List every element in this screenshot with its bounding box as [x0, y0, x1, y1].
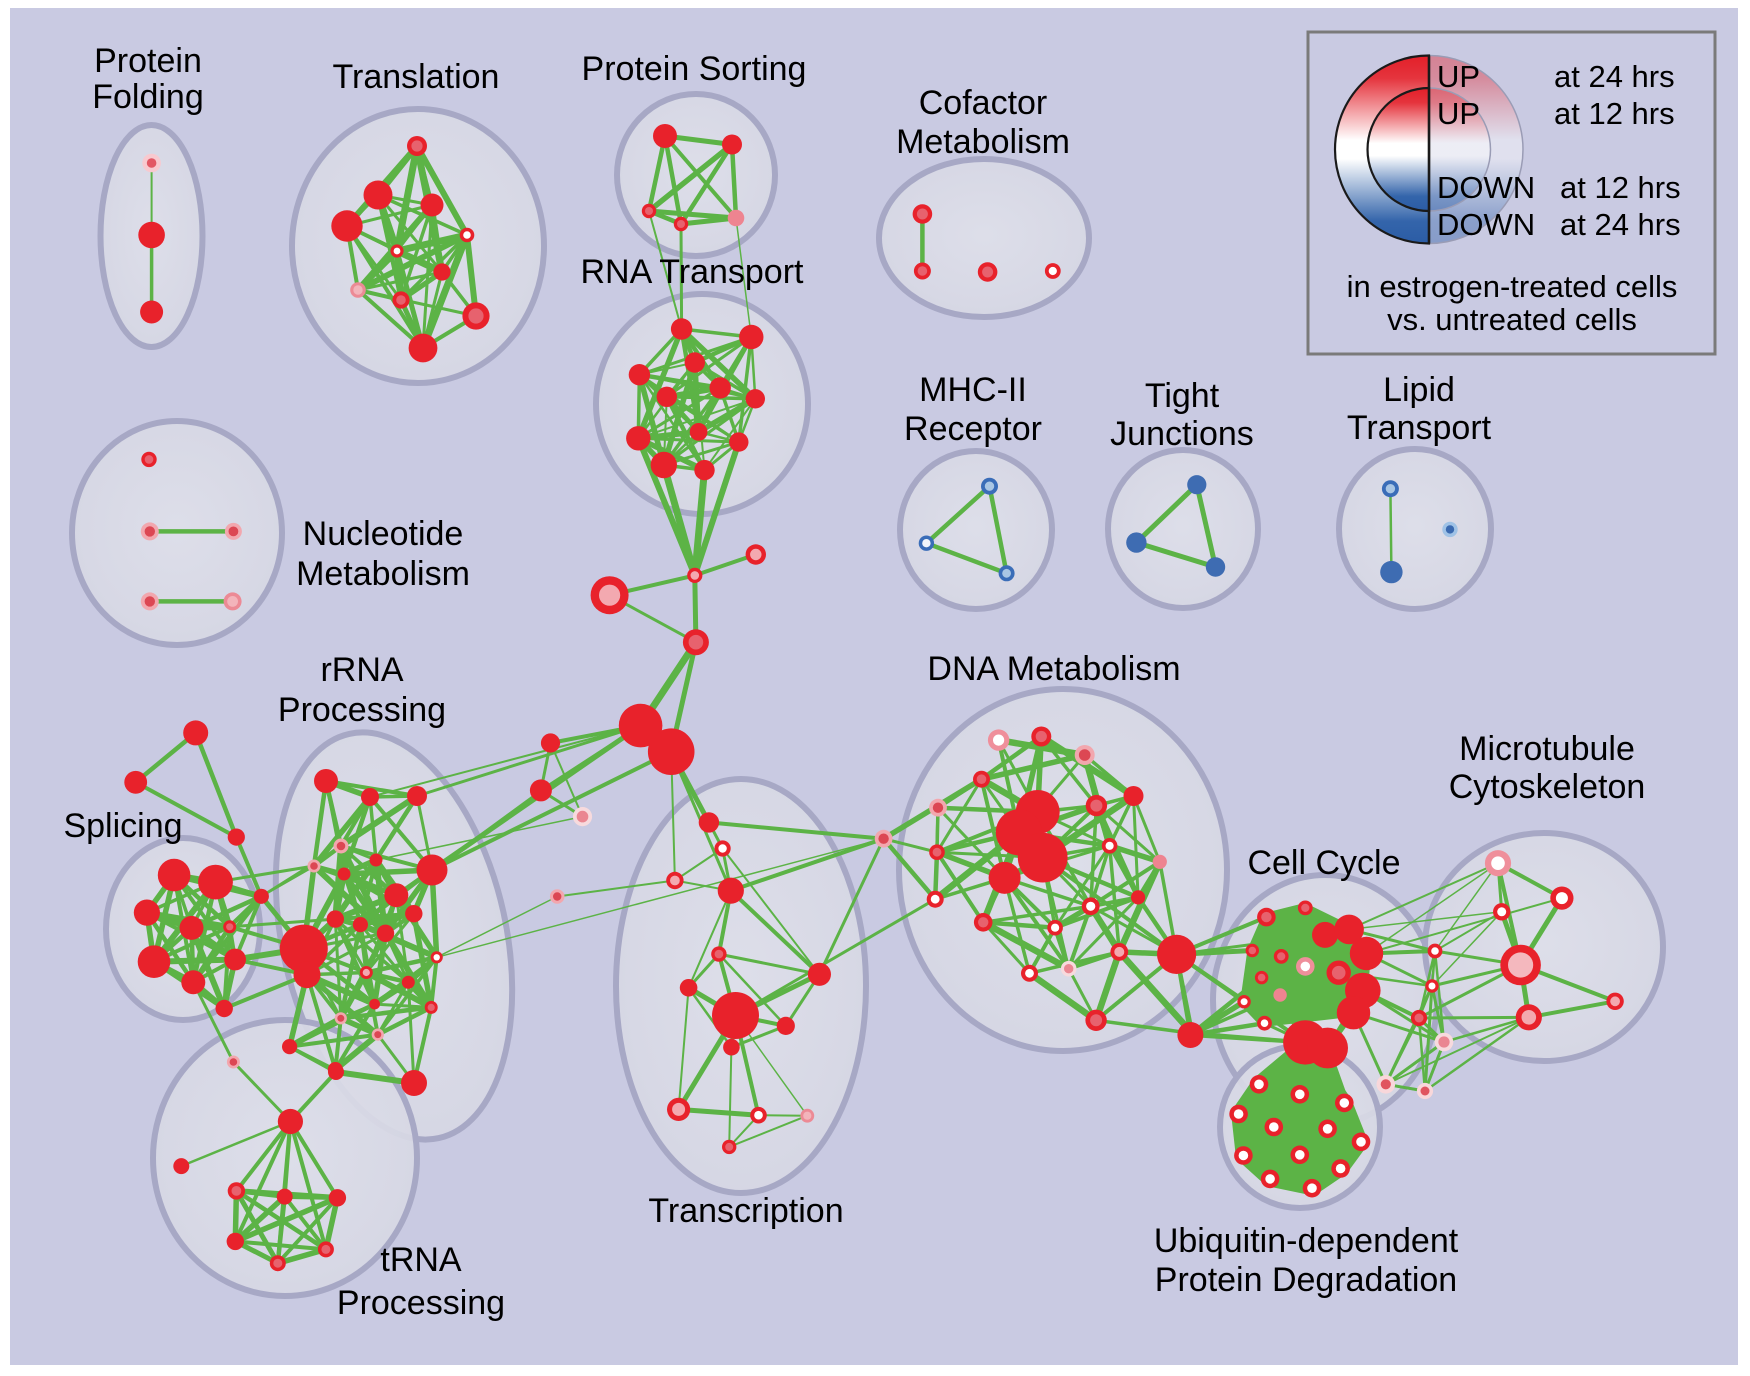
- svg-text:Processing: Processing: [278, 691, 446, 729]
- svg-text:at 24 hrs: at 24 hrs: [1554, 59, 1675, 94]
- svg-text:Tight: Tight: [1145, 377, 1220, 415]
- svg-text:Cell Cycle: Cell Cycle: [1247, 844, 1400, 882]
- svg-text:DOWN: DOWN: [1437, 170, 1535, 205]
- svg-text:Microtubule: Microtubule: [1459, 730, 1635, 768]
- svg-text:Lipid: Lipid: [1383, 371, 1455, 409]
- svg-text:Transport: Transport: [1347, 409, 1492, 447]
- svg-text:tRNA: tRNA: [380, 1241, 462, 1279]
- svg-text:UP: UP: [1437, 96, 1480, 131]
- svg-text:Protein Sorting: Protein Sorting: [582, 50, 807, 88]
- svg-text:Protein Degradation: Protein Degradation: [1155, 1261, 1457, 1299]
- svg-text:DNA Metabolism: DNA Metabolism: [927, 650, 1180, 688]
- svg-text:Splicing: Splicing: [63, 807, 182, 845]
- svg-text:Protein: Protein: [94, 42, 202, 80]
- svg-text:in estrogen-treated cells: in estrogen-treated cells: [1347, 269, 1678, 304]
- svg-text:Junctions: Junctions: [1110, 415, 1254, 453]
- svg-text:RNA Transport: RNA Transport: [581, 253, 805, 291]
- svg-text:UP: UP: [1437, 59, 1480, 94]
- svg-text:Nucleotide: Nucleotide: [303, 515, 464, 553]
- svg-text:MHC-II: MHC-II: [919, 371, 1027, 409]
- svg-text:DOWN: DOWN: [1437, 207, 1535, 242]
- svg-text:at 24 hrs: at 24 hrs: [1560, 207, 1681, 242]
- svg-text:rRNA: rRNA: [320, 651, 403, 689]
- svg-text:Transcription: Transcription: [648, 1192, 843, 1230]
- svg-text:Folding: Folding: [92, 78, 204, 116]
- svg-text:Cytoskeleton: Cytoskeleton: [1449, 768, 1646, 806]
- svg-text:Translation: Translation: [333, 58, 500, 96]
- svg-text:Cofactor: Cofactor: [919, 84, 1048, 122]
- svg-text:Ubiquitin-dependent: Ubiquitin-dependent: [1154, 1222, 1459, 1260]
- svg-text:Metabolism: Metabolism: [296, 555, 470, 593]
- svg-text:Receptor: Receptor: [904, 410, 1042, 448]
- svg-text:at 12 hrs: at 12 hrs: [1554, 96, 1675, 131]
- svg-text:vs. untreated cells: vs. untreated cells: [1387, 302, 1637, 337]
- svg-text:at 12 hrs: at 12 hrs: [1560, 170, 1681, 205]
- svg-text:Metabolism: Metabolism: [896, 123, 1070, 161]
- svg-text:Processing: Processing: [337, 1284, 505, 1322]
